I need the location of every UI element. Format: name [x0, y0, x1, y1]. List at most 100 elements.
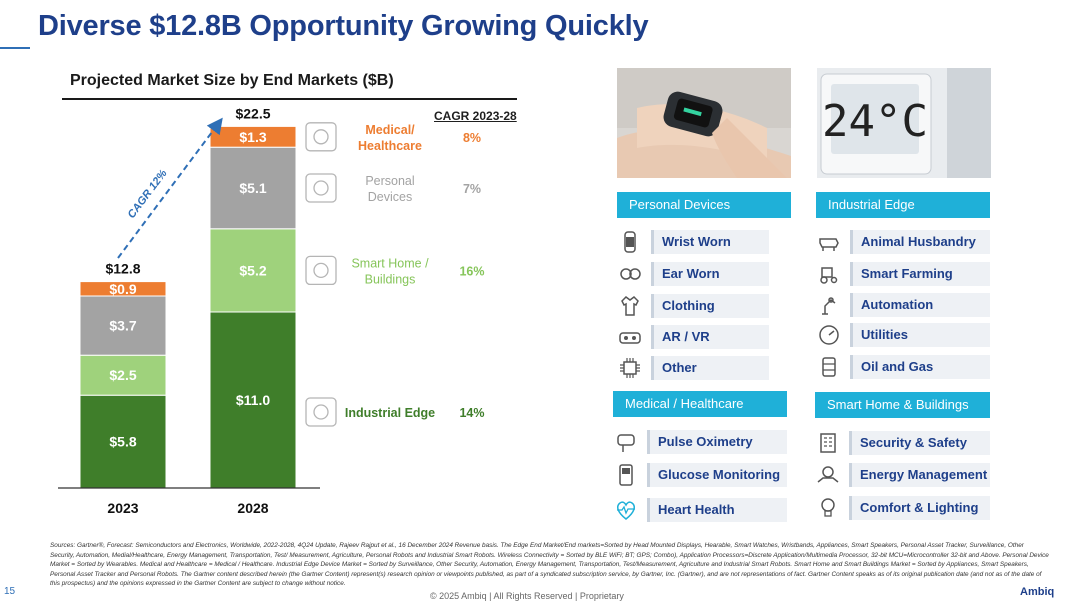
- bar-segment-smart-home-buildings-2028: [209, 228, 297, 313]
- vr-headset-icon: [617, 324, 643, 350]
- bar-value-label: $5.2: [239, 262, 266, 278]
- list-item-label: AR / VR: [651, 325, 769, 349]
- legend-icon-industrial-edge: [305, 397, 337, 427]
- bar-value-label: $5.8: [109, 434, 136, 450]
- energy-hands-icon: [815, 462, 841, 488]
- panel-header-medical-healthcare: Medical / Healthcare: [613, 391, 787, 417]
- list-item: Ear Worn: [617, 261, 769, 287]
- list-item-label: Energy Management: [849, 463, 990, 487]
- list-item-label: Security & Safety: [849, 431, 990, 455]
- list-item: Pulse Oximetry: [613, 429, 787, 455]
- glucose-meter-icon: [613, 462, 639, 488]
- list-item: Automation: [816, 292, 990, 318]
- bar-value-label: $1.3: [239, 129, 266, 145]
- cagr-value: 7%: [463, 182, 481, 196]
- list-item: Oil and Gas: [816, 354, 990, 380]
- finger-clip-icon: [613, 429, 639, 455]
- bar-segment-medical-healthcare-2028: [209, 125, 297, 148]
- list-item-label: Animal Husbandry: [850, 230, 990, 254]
- bar-segment-personal-devices-2028: [209, 146, 297, 230]
- list-item-label: Comfort & Lighting: [849, 496, 990, 520]
- bar-segment-personal-devices-2023: [79, 295, 167, 356]
- legend-label: Personal: [365, 174, 414, 188]
- smartwatch-photo: [617, 68, 791, 178]
- bar-value-label: $11.0: [236, 392, 270, 408]
- page-number: 15: [4, 586, 16, 597]
- list-item-label: Automation: [850, 293, 990, 317]
- list-item-label: Pulse Oximetry: [647, 430, 787, 454]
- list-item: Comfort & Lighting: [815, 495, 990, 521]
- heartbeat-icon: [613, 497, 639, 523]
- bar-value-label: $3.7: [109, 318, 136, 334]
- list-item: Other: [617, 355, 769, 381]
- meter-icon: [816, 322, 842, 348]
- panel-header-personal-devices: Personal Devices: [617, 192, 791, 218]
- list-item: Heart Health: [613, 497, 787, 523]
- cow-icon: [816, 229, 842, 255]
- page-title: Diverse $12.8B Opportunity Growing Quick…: [38, 10, 649, 42]
- legend-icon-smart-home-buildings: [305, 255, 337, 286]
- list-item: Energy Management: [815, 462, 990, 488]
- list-item-label: Utilities: [850, 323, 990, 347]
- list-item: Utilities: [816, 322, 990, 348]
- market-size-chart: $5.8 $2.5 $3.7 $0.9 $12.8 2023 $11.0 $5.2 $5.1 $1…: [58, 105, 485, 516]
- cagr-arrow: [117, 117, 223, 259]
- list-item: Wrist Worn: [617, 229, 769, 255]
- list-item-label: Wrist Worn: [651, 230, 769, 254]
- list-item-label: Ear Worn: [651, 262, 769, 286]
- list-item: Security & Safety: [815, 430, 990, 456]
- thermostat-photo: 24°C: [817, 68, 991, 178]
- legend-icon-personal-devices: [305, 173, 337, 203]
- building-icon: [815, 430, 841, 456]
- list-item-label: Other: [651, 356, 769, 380]
- bar-segment-industrial-edge-2028: [209, 311, 297, 489]
- ambiq-logo: Ambiq: [1020, 586, 1055, 598]
- panel-header-smart-home-buildings: Smart Home & Buildings: [815, 392, 990, 418]
- list-item: Smart Farming: [816, 261, 990, 287]
- list-item: Glucose Monitoring: [613, 462, 787, 488]
- x-tick-label: 2028: [237, 500, 268, 516]
- robot-arm-icon: [816, 292, 842, 318]
- list-item-label: Glucose Monitoring: [647, 463, 787, 487]
- sources-footnote: Sources: Gartner®, Forecast: Semiconduct…: [50, 542, 1049, 588]
- list-item-label: Heart Health: [647, 498, 787, 522]
- list-item-label: Clothing: [651, 294, 769, 318]
- list-item: Animal Husbandry: [816, 229, 990, 255]
- list-item-label: Smart Farming: [850, 262, 990, 286]
- chart-title: Projected Market Size by End Markets ($B…: [70, 72, 394, 89]
- oil-drum-icon: [816, 354, 842, 380]
- title-accent-rule: [0, 47, 30, 49]
- list-item-label: Oil and Gas: [850, 355, 990, 379]
- earbuds-icon: [617, 261, 643, 287]
- panel-header-industrial-edge: Industrial Edge: [816, 192, 990, 218]
- bar-value-label: $0.9: [109, 281, 136, 297]
- tractor-icon: [816, 261, 842, 287]
- watch-icon: [617, 229, 643, 255]
- bar-segment-medical-healthcare-2023: [79, 281, 167, 297]
- clothing-icon: [617, 293, 643, 319]
- legend-label: Buildings: [365, 272, 416, 286]
- chart-title-rule: [62, 98, 517, 100]
- chip-icon: [617, 355, 643, 381]
- copyright-text: © 2025 Ambiq | All Rights Reserved | Pro…: [430, 591, 624, 601]
- cagr-header: CAGR 2023-28: [434, 109, 517, 123]
- bar-segment-smart-home-buildings-2023: [79, 354, 167, 396]
- legend-label: Smart Home /: [351, 256, 429, 270]
- bar-total-label: $12.8: [105, 261, 140, 277]
- list-item: Clothing: [617, 293, 769, 319]
- bar-total-label: $22.5: [235, 105, 270, 121]
- legend-label: Industrial Edge: [345, 406, 435, 420]
- cagr-value: 14%: [459, 406, 484, 420]
- lightbulb-icon: [815, 495, 841, 521]
- legend-label: Devices: [368, 190, 412, 204]
- legend-label: Healthcare: [358, 139, 422, 153]
- x-tick-label: 2023: [107, 500, 138, 516]
- list-item: AR / VR: [617, 324, 769, 350]
- legend-label: Medical/: [365, 123, 415, 137]
- thermostat-reading: 24°C: [822, 96, 928, 147]
- cagr-arrow-label: CAGR 12%: [126, 167, 170, 220]
- cagr-value: 8%: [463, 131, 481, 145]
- bar-value-label: $5.1: [239, 180, 266, 196]
- bar-value-label: $2.5: [109, 367, 136, 383]
- cagr-value: 16%: [459, 264, 484, 278]
